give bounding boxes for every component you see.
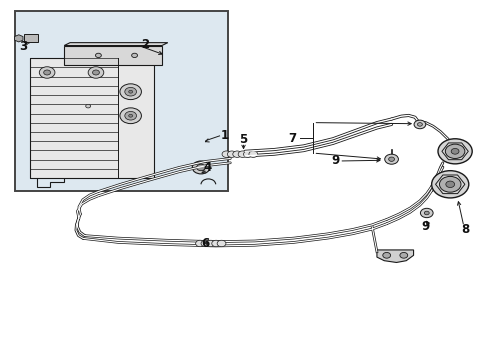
Circle shape [120,84,142,100]
FancyBboxPatch shape [64,45,162,65]
Circle shape [446,181,455,188]
Circle shape [233,151,242,157]
Circle shape [196,164,205,171]
Circle shape [196,240,204,247]
Circle shape [227,151,236,157]
Circle shape [432,171,469,198]
FancyBboxPatch shape [24,35,38,42]
Circle shape [206,240,215,247]
Circle shape [383,252,391,258]
Text: 1: 1 [220,129,228,143]
Text: 7: 7 [288,131,296,145]
Text: 9: 9 [422,220,430,233]
Circle shape [93,70,99,75]
Circle shape [125,87,137,96]
Polygon shape [377,250,414,262]
Circle shape [125,112,137,120]
Circle shape [192,161,210,174]
Text: 8: 8 [461,223,469,236]
Circle shape [249,151,258,157]
Circle shape [451,148,459,154]
Text: 5: 5 [240,133,247,146]
Circle shape [385,154,398,164]
Circle shape [400,252,408,258]
Text: 9: 9 [331,154,340,167]
Circle shape [120,108,142,123]
Circle shape [201,240,210,247]
Circle shape [217,240,226,247]
Circle shape [438,139,472,164]
Circle shape [244,151,252,157]
Circle shape [39,67,55,78]
Circle shape [389,157,394,161]
Circle shape [222,151,231,157]
Circle shape [129,114,133,117]
Circle shape [420,208,433,218]
Polygon shape [64,42,168,45]
Circle shape [417,123,422,126]
Circle shape [414,120,426,129]
FancyBboxPatch shape [15,12,228,191]
Circle shape [132,53,138,58]
Circle shape [238,151,247,157]
Circle shape [86,104,91,108]
Circle shape [424,211,429,215]
Text: 3: 3 [20,40,28,53]
Text: 2: 2 [141,38,149,51]
Circle shape [44,70,50,75]
Circle shape [129,90,133,93]
Circle shape [440,176,461,192]
Text: 4: 4 [204,161,212,174]
Circle shape [445,144,465,158]
Bar [30,58,154,178]
Circle shape [88,67,104,78]
Text: 6: 6 [201,237,209,250]
Circle shape [96,53,101,58]
Circle shape [212,240,220,247]
Polygon shape [15,35,23,42]
